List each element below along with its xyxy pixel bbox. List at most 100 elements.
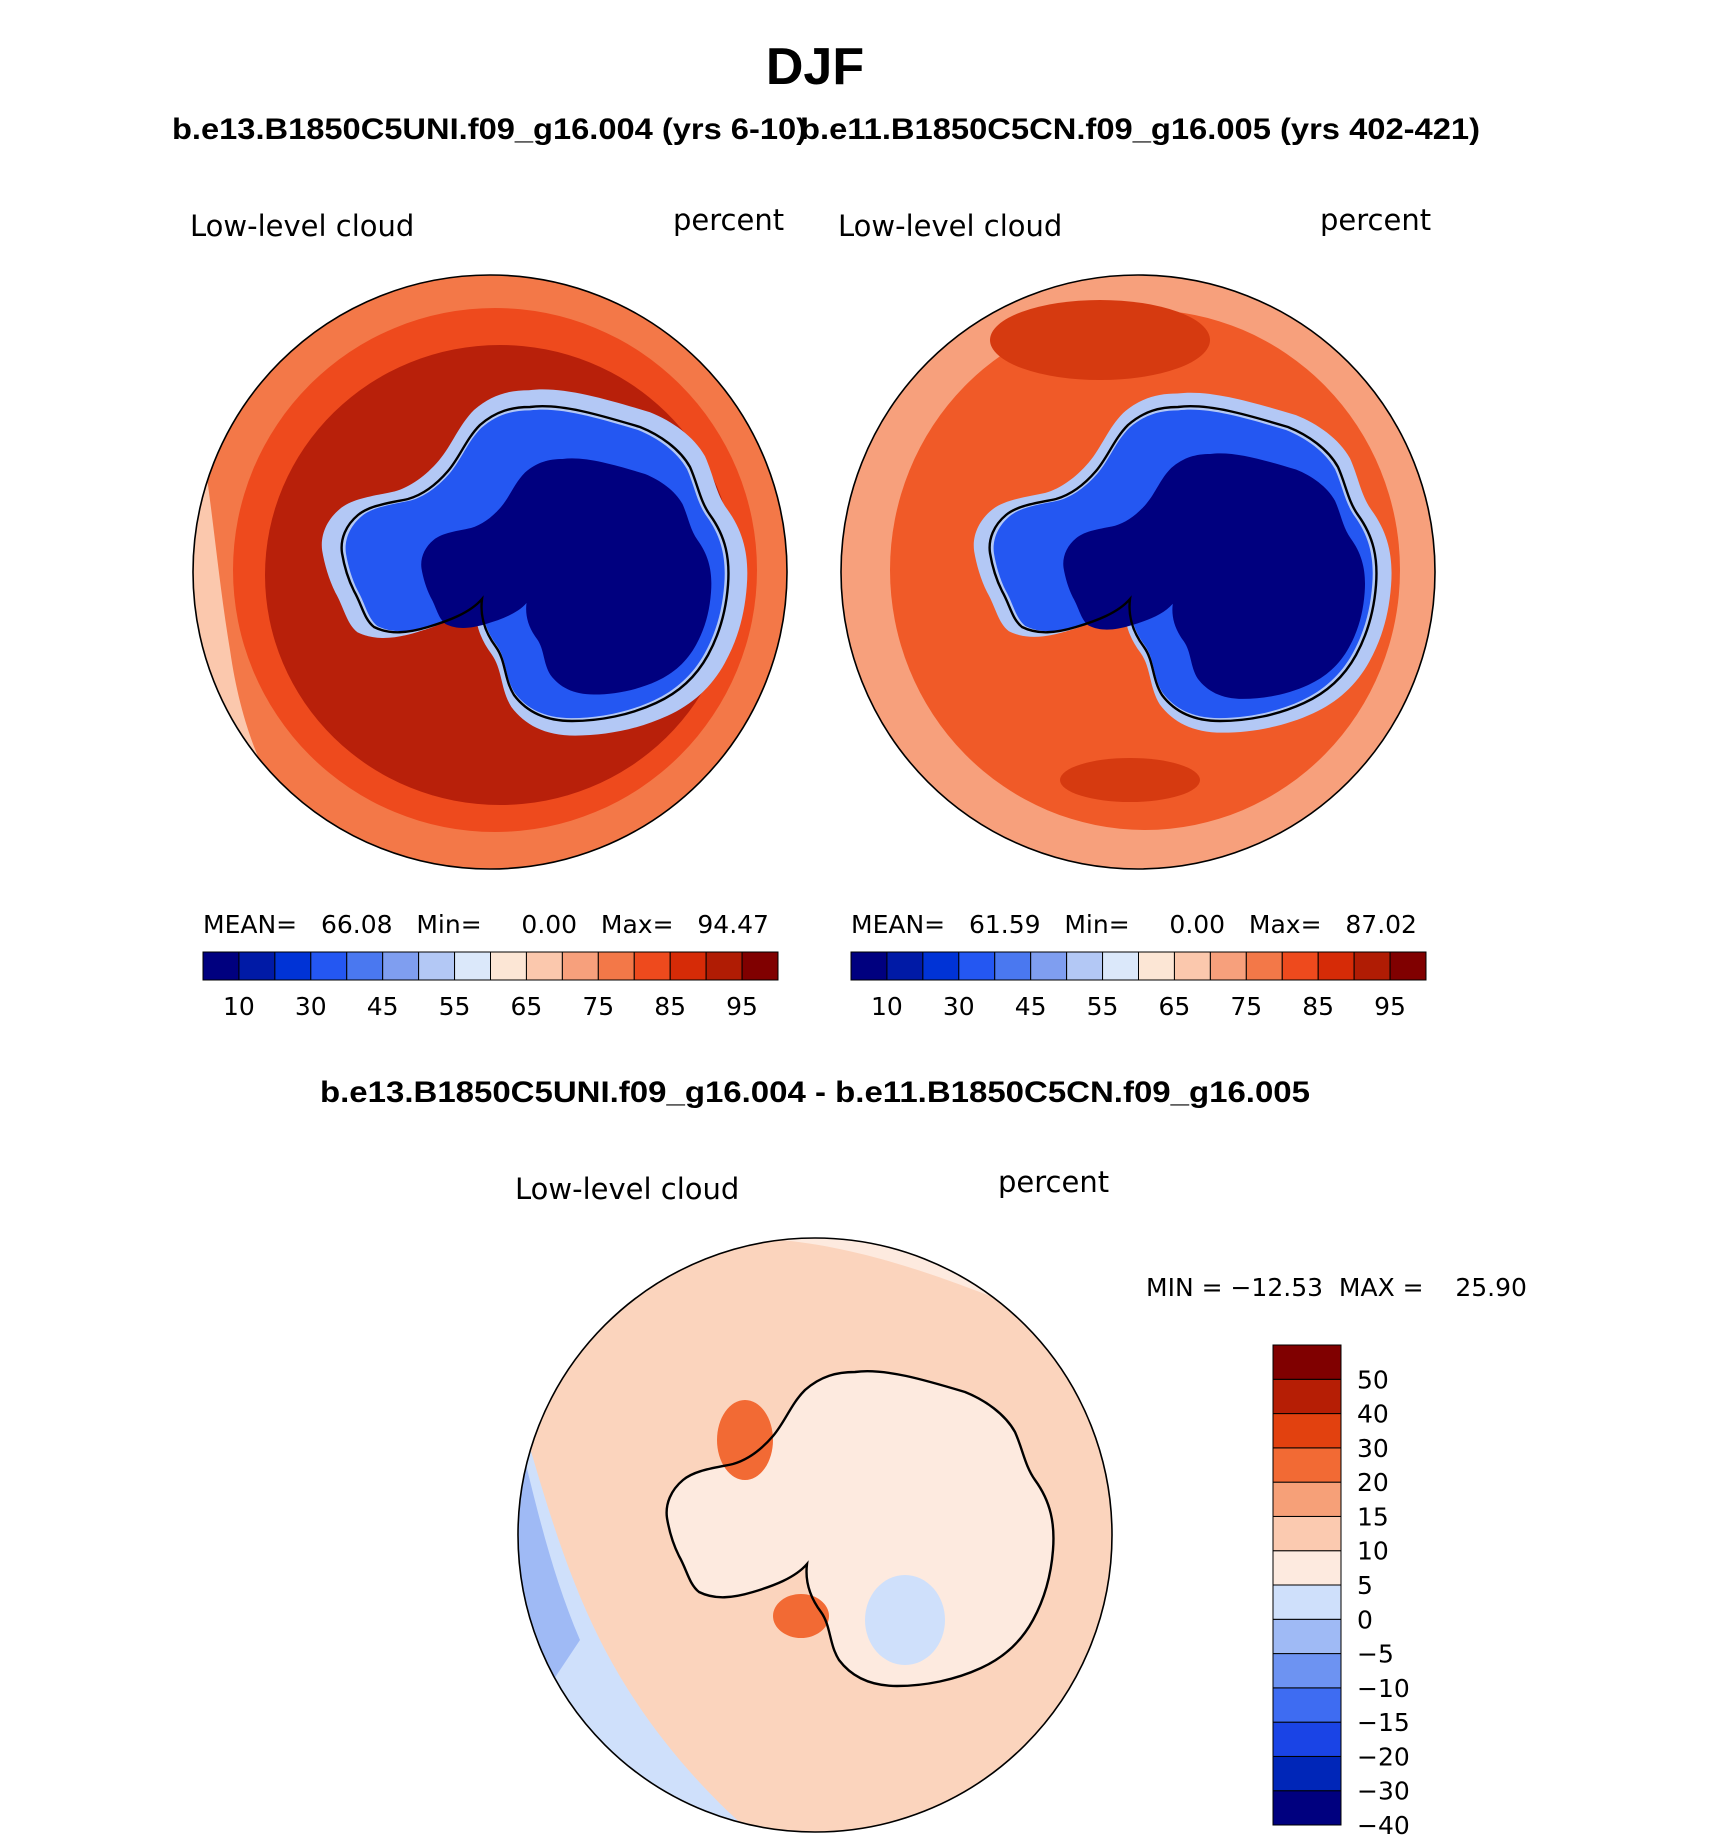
panel-a: Low-level cloud percent MEAN= 66.08 Min=…: [190, 203, 788, 1021]
map-b-dark-patch-north: [990, 300, 1210, 380]
colorbar-swatch: [454, 951, 491, 981]
panel-b-stats: MEAN= 61.59 Min= 0.00 Max= 87.02: [851, 910, 1417, 939]
case-b-title: b.e11.B1850C5CN.f09_g16.005 (yrs 402-421…: [800, 113, 1480, 146]
colorbar-swatch: [310, 951, 348, 981]
colorbar-swatch: [850, 951, 888, 981]
panel-a-stats: MEAN= 66.08 Min= 0.00 Max= 94.47: [203, 910, 769, 939]
colorbar-swatch: [1066, 951, 1104, 981]
colorbar-tick-label: 20: [1357, 1468, 1389, 1497]
colorbar-swatch: [1245, 951, 1283, 981]
colorbar-tick-label: 30: [943, 992, 975, 1021]
map-diff-red-peninsula: [773, 1594, 829, 1638]
colorbar-tick-label: 65: [511, 992, 543, 1021]
colorbar-swatch: [994, 951, 1032, 981]
colorbar-tick-label: −5: [1357, 1640, 1394, 1669]
colorbar-swatch: [1272, 1413, 1342, 1449]
colorbar-swatch: [1272, 1584, 1342, 1620]
colorbar-tick-label: 0: [1357, 1605, 1373, 1634]
colorbar-swatch: [525, 951, 563, 981]
colorbar-tick-label: −10: [1357, 1674, 1410, 1703]
colorbar-tick-label: −30: [1357, 1777, 1410, 1806]
panel-b-map: [841, 275, 1435, 869]
panel-a-map: [193, 275, 787, 869]
colorbar-swatch: [346, 951, 384, 981]
map-b-dark-patch-south: [1060, 758, 1200, 802]
panel-diff-units-label: percent: [998, 1165, 1109, 1199]
colorbar-tick-label: 95: [1374, 992, 1406, 1021]
colorbar-swatch: [202, 951, 240, 981]
panel-b-units-label: percent: [1320, 203, 1431, 237]
colorbar-swatch: [1102, 951, 1139, 981]
colorbar-swatch: [490, 951, 527, 981]
colorbar-swatch: [1281, 951, 1319, 981]
colorbar-swatch: [633, 951, 671, 981]
panel-b: Low-level cloud percent MEAN= 61.59 Min=…: [838, 203, 1436, 1021]
colorbar-swatch: [1138, 951, 1175, 981]
panel-diff-stats: MIN = −12.53 MAX = 25.90: [1146, 1273, 1527, 1302]
colorbar-tick-label: 55: [1087, 992, 1119, 1021]
colorbar-b: 10 30 45 55 65 75 85 95: [850, 951, 1427, 1021]
colorbar-swatch: [1272, 1378, 1342, 1415]
colorbar-swatch: [1389, 951, 1427, 981]
colorbar-swatch: [1272, 1447, 1342, 1483]
colorbar-tick-label: 45: [367, 992, 399, 1021]
case-a-title: b.e13.B1850C5UNI.f09_g16.004 (yrs 6-10): [172, 113, 807, 146]
colorbar-swatch: [1272, 1721, 1342, 1757]
colorbar-a: 10 30 45 55 65 75 85 95: [202, 951, 779, 1021]
colorbar-tick-label: 10: [223, 992, 255, 1021]
colorbar-tick-label: 55: [439, 992, 471, 1021]
map-b-border: [840, 274, 1436, 870]
colorbar-tick-label: 30: [1357, 1434, 1389, 1463]
colorbar-swatch: [1272, 1687, 1342, 1723]
colorbar-tick-label: 15: [1357, 1502, 1389, 1531]
colorbar-swatch: [958, 951, 996, 981]
colorbar-swatch: [561, 951, 599, 981]
colorbar-swatch: [1173, 951, 1211, 981]
colorbar-tick-label: 65: [1159, 992, 1191, 1021]
colorbar-tick-label: 10: [871, 992, 903, 1021]
colorbar-swatch: [922, 951, 960, 981]
colorbar-swatch: [1272, 1481, 1342, 1517]
colorbar-tick-label: 30: [295, 992, 327, 1021]
colorbar-swatch: [1272, 1653, 1342, 1689]
colorbar-tick-label: 5: [1357, 1571, 1373, 1600]
colorbar-swatch: [1209, 951, 1247, 981]
colorbar-swatch: [1272, 1344, 1342, 1380]
colorbar-tick-label: 10: [1357, 1537, 1389, 1566]
colorbar-swatch: [886, 951, 924, 981]
colorbar-swatch: [418, 951, 456, 981]
colorbar-tick-label: 75: [1230, 992, 1262, 1021]
colorbar-tick-label: 75: [582, 992, 614, 1021]
panel-b-variable-label: Low-level cloud: [838, 209, 1062, 243]
colorbar-swatch: [1353, 951, 1391, 981]
colorbar-swatch: [669, 951, 707, 981]
colorbar-tick-label: 45: [1015, 992, 1047, 1021]
colorbar-swatch: [1272, 1755, 1342, 1792]
map-a-border: [192, 274, 788, 870]
colorbar-swatch: [238, 951, 276, 981]
colorbar-tick-label: −15: [1357, 1708, 1410, 1737]
colorbar-swatch: [741, 951, 779, 981]
colorbar-tick-label: 40: [1357, 1400, 1389, 1429]
colorbar-swatch: [274, 951, 312, 981]
map-diff-border: [517, 1237, 1113, 1833]
figure-title: DJF: [766, 38, 864, 96]
colorbar-tick-label: 50: [1357, 1365, 1389, 1394]
colorbar-swatch: [382, 951, 420, 981]
panel-diff-variable-label: Low-level cloud: [515, 1172, 739, 1206]
panel-a-variable-label: Low-level cloud: [190, 209, 414, 243]
panel-diff: Low-level cloud percent MIN = −12.53 MAX…: [515, 1165, 1527, 1839]
colorbar-swatch: [1272, 1515, 1342, 1552]
colorbar-swatch: [597, 951, 635, 981]
colorbar-tick-label: 85: [654, 992, 686, 1021]
colorbar-tick-label: −20: [1357, 1742, 1410, 1771]
map-diff-blue-inland: [865, 1575, 945, 1665]
colorbar-swatch: [1272, 1550, 1342, 1586]
colorbar-swatch: [705, 951, 743, 981]
colorbar-tick-label: 95: [726, 992, 758, 1021]
colorbar-swatch: [1030, 951, 1068, 981]
colorbar-swatch: [1272, 1790, 1342, 1826]
colorbar-swatch: [1317, 951, 1355, 981]
